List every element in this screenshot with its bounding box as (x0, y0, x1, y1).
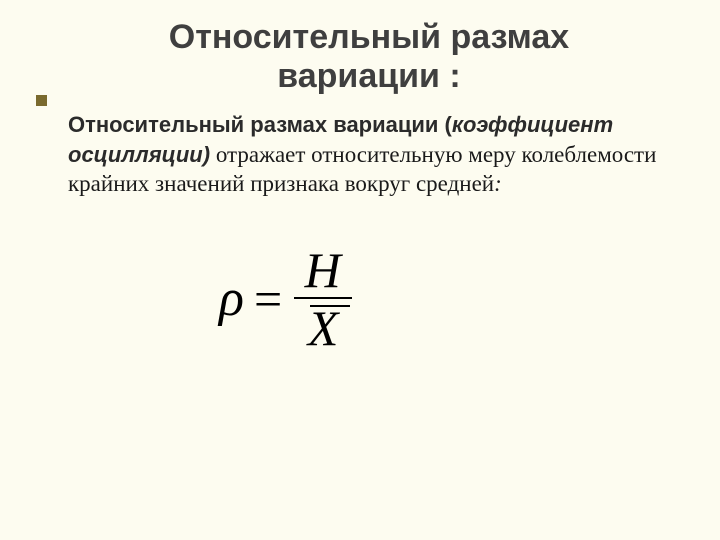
overbar (310, 305, 350, 307)
formula-denominator: X (304, 300, 343, 356)
body-bold: Относительный размах вариации ( (68, 112, 452, 137)
formula-denominator-wrap: X (304, 299, 343, 353)
formula-numerator: H (299, 245, 348, 297)
formula-equals: = (254, 274, 282, 324)
formula-fraction: H X (294, 245, 352, 353)
formula: ρ = H X (219, 245, 676, 353)
title-line-1: Относительный размах (169, 18, 569, 56)
slide: Относительный размах вариации : Относите… (0, 0, 720, 540)
formula-lhs: ρ (219, 273, 244, 325)
title-line-2: вариации : (277, 57, 460, 95)
title-bullet (36, 95, 47, 106)
body-colon: : (494, 171, 502, 196)
body-paragraph: Относительный размах вариации (коэффицие… (68, 110, 666, 198)
slide-title: Относительный размах вариации : (72, 18, 666, 96)
